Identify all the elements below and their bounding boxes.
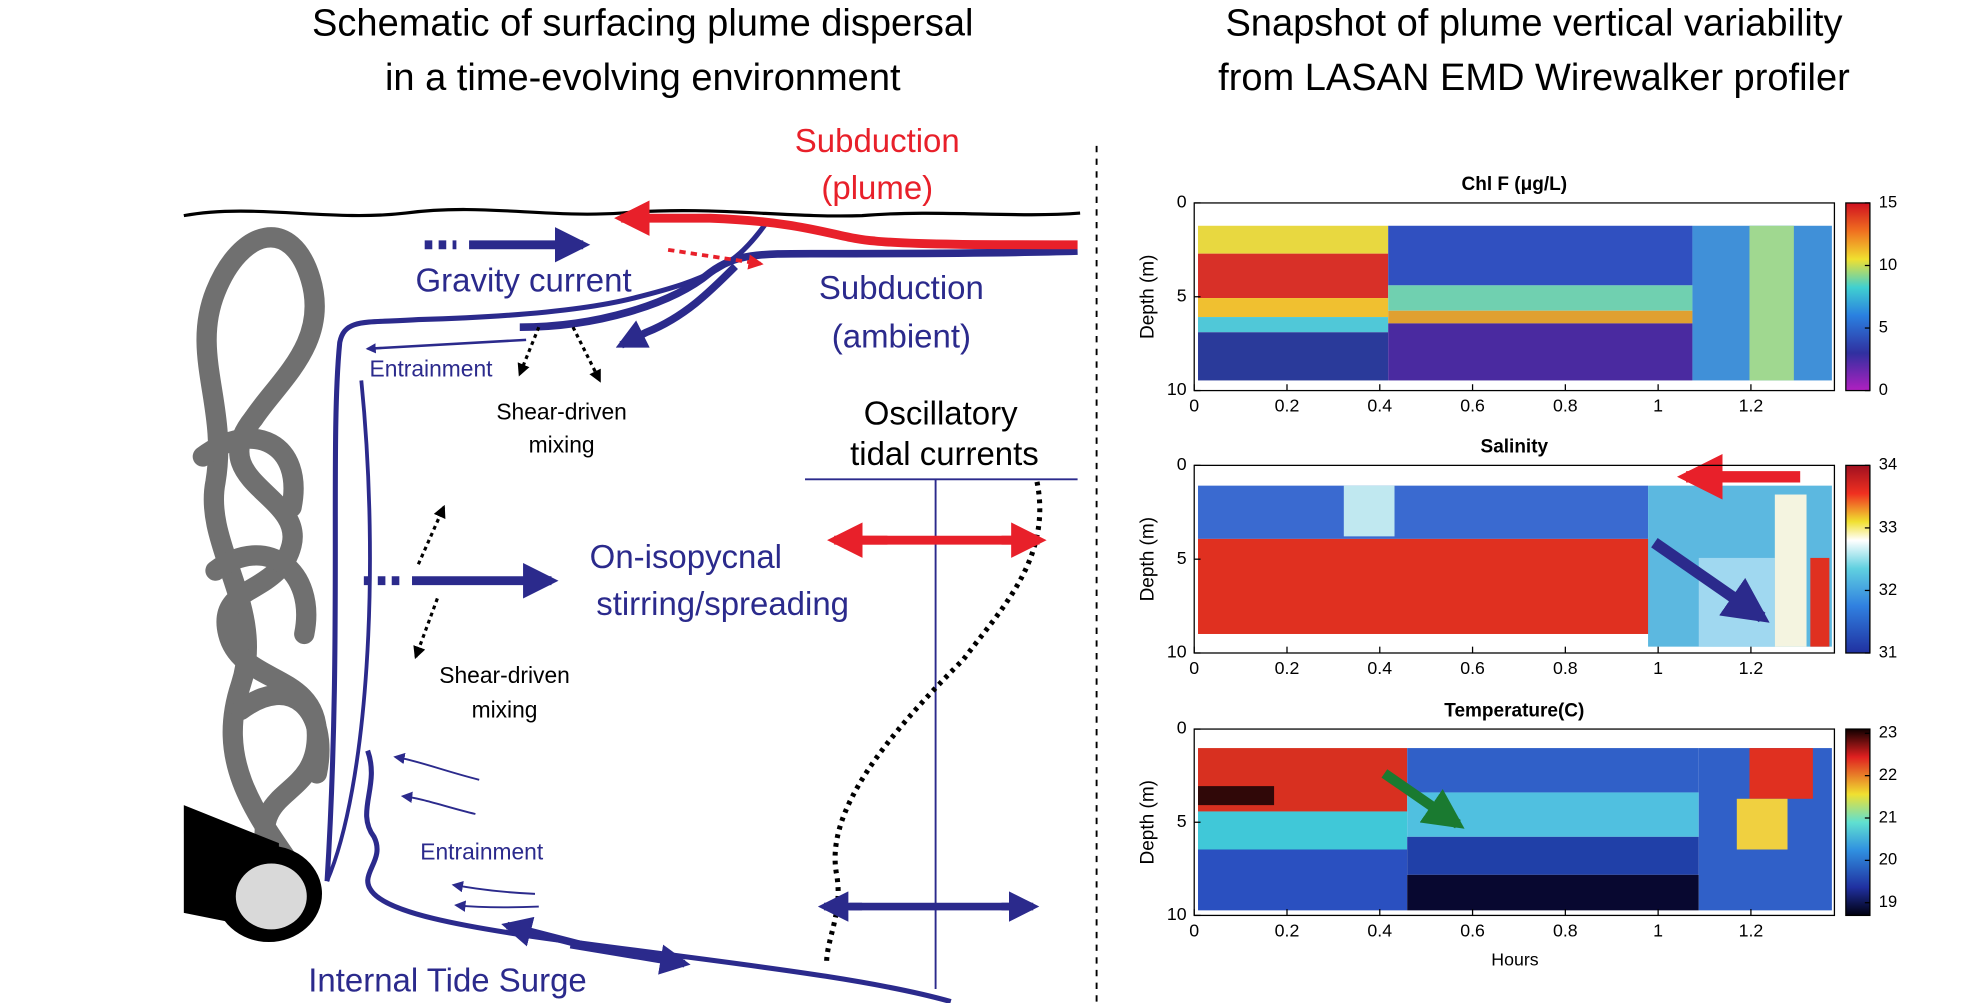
colorbar-tick-label: 32 (1879, 581, 1897, 599)
y-tick-label: 0 (1177, 718, 1187, 738)
schematic (183, 200, 1081, 1003)
colorbar-tick-label: 15 (1879, 193, 1897, 211)
x-tick-label: 1.2 (1739, 658, 1764, 678)
x-tick-label: 0.4 (1367, 396, 1392, 416)
y-axis-label: Depth (m) (1138, 255, 1159, 339)
left-title: in a time-evolving environment (385, 57, 901, 99)
heatmap-3 (1198, 748, 1832, 911)
label: Shear-driven (439, 662, 570, 688)
colorbar-tick-label: 31 (1879, 643, 1897, 661)
label: (plume) (821, 169, 933, 206)
colorbar-tick-label: 33 (1879, 518, 1897, 536)
label: (ambient) (832, 317, 971, 354)
x-tick-label: 0.6 (1460, 658, 1485, 678)
x-tick-label: 0.8 (1553, 658, 1578, 678)
y-tick-label: 5 (1177, 548, 1187, 568)
y-tick-label: 10 (1167, 642, 1187, 662)
x-tick-label: 0 (1189, 396, 1199, 416)
colorbar-tick-label: 23 (1879, 724, 1897, 742)
x-tick-label: 0.8 (1553, 921, 1578, 941)
panel-title: Salinity (1481, 437, 1549, 458)
colorbar-tick-label: 5 (1879, 318, 1888, 336)
colorbar-tick-label: 10 (1879, 256, 1897, 274)
colorbar-tick-label: 20 (1879, 851, 1897, 869)
label: Entrainment (420, 838, 544, 864)
y-axis-label: Depth (m) (1138, 517, 1159, 601)
label: mixing (529, 431, 595, 457)
x-tick-label: 1 (1653, 396, 1663, 416)
colorbar-tick-label: 19 (1879, 893, 1897, 911)
x-tick-label: 1.2 (1739, 396, 1764, 416)
colorbar-tick-label: 0 (1879, 381, 1888, 399)
heatmap-2 (1198, 453, 1832, 647)
label: tidal currents (850, 435, 1039, 472)
y-tick-label: 0 (1177, 454, 1187, 474)
label: On-isopycnal (590, 538, 782, 575)
x-tick-label: 0.8 (1553, 396, 1578, 416)
colorbar-tick-label: 21 (1879, 808, 1897, 826)
y-tick-label: 5 (1177, 811, 1187, 831)
label: stirring/spreading (596, 585, 849, 622)
x-tick-label: 1 (1653, 921, 1663, 941)
label: Internal Tide Surge (308, 961, 586, 998)
colorbar-tick-label: 22 (1879, 766, 1897, 784)
x-tick-label: 0.2 (1275, 921, 1300, 941)
x-tick-label: 0.2 (1275, 396, 1300, 416)
panel-title: Chl F (μg/L) (1462, 174, 1568, 195)
y-tick-label: 5 (1177, 285, 1187, 305)
colorbar (1845, 202, 1871, 392)
colorbar (1845, 464, 1871, 654)
left-title: Schematic of surfacing plume dispersal (312, 3, 973, 45)
x-tick-label: 0.6 (1460, 396, 1485, 416)
label: Oscillatory (864, 395, 1018, 432)
x-tick-label: 0.4 (1367, 921, 1392, 941)
x-tick-label: 1 (1653, 658, 1663, 678)
x-tick-label: 1.2 (1739, 921, 1764, 941)
x-tick-label: 0 (1189, 658, 1199, 678)
x-tick-label: 0.4 (1367, 658, 1392, 678)
label: Gravity current (416, 262, 632, 299)
x-tick-label: 0.2 (1275, 658, 1300, 678)
colorbar (1845, 728, 1871, 917)
y-tick-label: 0 (1177, 192, 1187, 212)
y-tick-label: 10 (1167, 379, 1187, 399)
label: Shear-driven (496, 398, 627, 424)
label: Entrainment (370, 355, 494, 381)
schematic-labels: Subduction (plume) Gravity current Subdu… (308, 122, 1039, 998)
heatmap-1 (1198, 225, 1832, 381)
label: Subduction (795, 122, 960, 159)
y-tick-label: 10 (1167, 904, 1187, 924)
y-axis-label: Depth (m) (1138, 780, 1159, 864)
label: mixing (472, 696, 538, 722)
right-title: from LASAN EMD Wirewalker profiler (1218, 57, 1850, 99)
x-axis-label: Hours (1491, 950, 1538, 970)
panel-title: Temperature(C) (1444, 700, 1584, 721)
x-tick-label: 0 (1189, 921, 1199, 941)
label: Subduction (819, 269, 984, 306)
colorbar-tick-label: 34 (1879, 456, 1897, 474)
right-title: Snapshot of plume vertical variability (1225, 3, 1842, 45)
x-tick-label: 0.6 (1460, 921, 1485, 941)
